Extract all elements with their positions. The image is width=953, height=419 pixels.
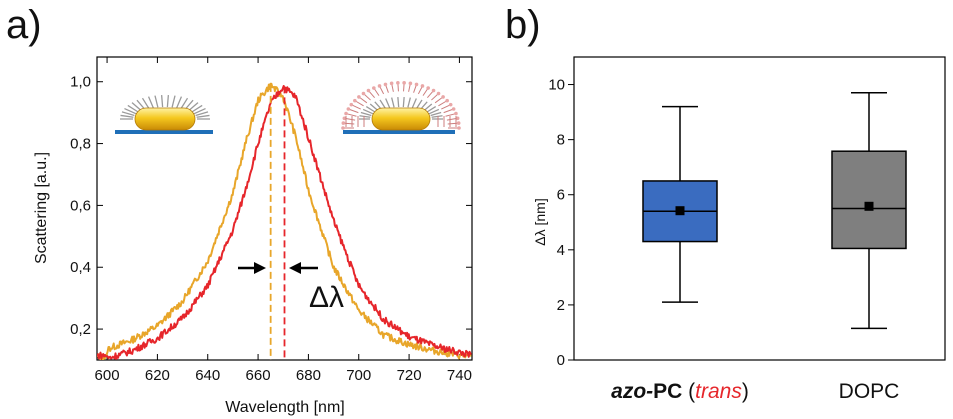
- label-pc: PC: [653, 380, 682, 403]
- lipid-head: [342, 121, 346, 125]
- panel-label-a: a): [6, 3, 42, 47]
- lipid-head: [384, 83, 388, 87]
- x-axis-ticks: 600 620 640 660 680 700 720 740: [95, 57, 472, 384]
- box-0: [643, 107, 717, 303]
- lipid-head: [390, 82, 394, 86]
- category-label-azo-pc: azo-PC (trans): [611, 380, 749, 403]
- lipid-head: [454, 112, 458, 116]
- lipid-head: [452, 107, 456, 111]
- y-tick-label-b: 8: [557, 132, 565, 149]
- y-tick-label: 0,6: [70, 197, 91, 214]
- x-tick-label: 600: [95, 367, 120, 384]
- x-tick-label: 740: [447, 367, 472, 384]
- panel-label-b: b): [505, 3, 541, 47]
- label-azo-prefix: azo-: [611, 380, 653, 403]
- box-chart: 0 2 4 6 8 10 Δλ [nm] azo-PC (trans) DOPC: [532, 57, 945, 403]
- lipid-head: [372, 86, 376, 90]
- lipid-head: [367, 89, 371, 93]
- lipid-head: [457, 126, 461, 130]
- lipid-head: [341, 126, 345, 130]
- x-axis-label: Wavelength [nm]: [225, 399, 344, 416]
- y-tick-label-b: 4: [557, 242, 565, 259]
- ligand-strand: [432, 116, 443, 117]
- y-axis-label: Scattering [a.u.]: [33, 152, 50, 264]
- ligand-strand: [177, 97, 182, 108]
- lipid-head: [378, 84, 382, 88]
- y-tick-label-b: 10: [548, 77, 565, 94]
- lipid-head: [432, 89, 436, 93]
- ligand-strand: [167, 95, 168, 107]
- lipid-head: [350, 103, 354, 107]
- ligand-strand: [398, 97, 399, 107]
- label-open-paren: (: [682, 380, 695, 403]
- x-tick-label: 620: [145, 367, 170, 384]
- x-tick-label: 720: [397, 367, 422, 384]
- lipid-head: [402, 81, 406, 85]
- ligand-strand: [403, 97, 404, 107]
- y-axis-label-b: Δλ [nm]: [532, 198, 548, 245]
- lipid-head: [449, 103, 453, 107]
- mean-marker: [865, 202, 874, 211]
- ligand-strand: [386, 99, 390, 108]
- delta-lambda-arrows: [238, 262, 318, 274]
- lipid-head: [396, 81, 400, 85]
- boxes: [643, 93, 906, 329]
- y-axis-ticks-b: 0 2 4 6 8 10: [548, 77, 574, 369]
- lipid-head: [426, 86, 430, 90]
- ligand-strand: [121, 115, 134, 117]
- ligand-strand: [149, 97, 154, 108]
- lipid-head: [409, 82, 413, 86]
- ligand-strand: [380, 100, 386, 109]
- category-label-dopc: DOPC: [839, 380, 900, 403]
- y-tick-label-b: 2: [557, 297, 565, 314]
- y-tick-label: 0,4: [70, 259, 91, 276]
- lipid-head: [347, 107, 351, 111]
- lipid-head: [344, 112, 348, 116]
- lipid-head: [437, 92, 441, 96]
- y-tick-label-b: 0: [557, 352, 565, 369]
- nanorod-bare-illustration: [115, 95, 213, 134]
- y-tick-label: 0,8: [70, 136, 91, 153]
- spectrum-chart: 600 620 640 660 680 700 720 740 0,2 0,4 0,6 0,8 1,0…: [33, 57, 472, 416]
- y-tick-label-b: 6: [557, 187, 565, 204]
- delta-lambda-label: Δλ: [309, 281, 344, 314]
- peak-markers: [271, 85, 285, 360]
- nanorod-lipid-coated-illustration: [341, 81, 461, 134]
- lipid-head: [357, 95, 361, 99]
- box-1: [832, 93, 906, 329]
- x-tick-label: 640: [195, 367, 220, 384]
- lipid-head: [353, 99, 357, 103]
- mean-marker: [676, 206, 685, 215]
- lipid-head: [441, 95, 445, 99]
- x-tick-label: 660: [246, 367, 271, 384]
- ligand-strand: [408, 98, 410, 108]
- x-tick-label: 700: [346, 367, 371, 384]
- lipid-head: [415, 83, 419, 87]
- ligand-strand: [197, 115, 210, 117]
- ligand-strand: [359, 116, 370, 117]
- ligand-strand: [172, 96, 175, 108]
- ligand-strand: [392, 98, 394, 108]
- y-tick-label: 0,2: [70, 321, 91, 338]
- ligand-strand: [412, 99, 416, 108]
- lipid-head: [421, 84, 425, 88]
- ligand-strand: [155, 96, 158, 108]
- lipid-head: [457, 121, 461, 125]
- x-tick-label: 680: [296, 367, 321, 384]
- lipid-head: [445, 99, 449, 103]
- y-tick-label: 1,0: [70, 74, 91, 91]
- label-trans: trans: [695, 380, 742, 403]
- ligand-strand: [417, 100, 423, 109]
- ligand-strand: [162, 95, 163, 107]
- iqr-box: [832, 151, 906, 248]
- lipid-head: [362, 92, 366, 96]
- label-close-paren: ): [742, 380, 749, 403]
